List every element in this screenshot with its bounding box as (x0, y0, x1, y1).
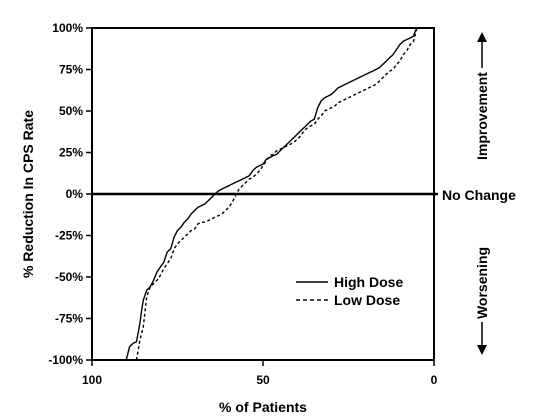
x-tick-label: 100 (82, 373, 102, 387)
improvement-label: Improvement (474, 72, 490, 160)
y-tick-label: -100% (48, 353, 83, 367)
y-tick-label: 50% (59, 104, 83, 118)
series-line-high-dose (125, 27, 418, 361)
y-tick-label: 100% (52, 21, 83, 35)
x-tick-label: 0 (431, 373, 438, 387)
series-line-low-dose (135, 27, 418, 361)
no-change-label: No Change (442, 187, 516, 203)
y-tick-label: -75% (55, 312, 83, 326)
worsening-annotation: Worsening (474, 247, 490, 355)
y-axis-ticks: 100% 75% 50% 25% 0% -25% -50% -75% -100% (48, 21, 92, 367)
improvement-arrowhead-icon (477, 32, 487, 42)
improvement-annotation: Improvement (474, 32, 490, 160)
worsening-label: Worsening (474, 247, 490, 319)
y-tick-label: -50% (55, 270, 83, 284)
x-axis-ticks: 100 50 0 (82, 360, 438, 387)
legend-label-high-dose: High Dose (334, 274, 403, 290)
legend: High Dose Low Dose (296, 274, 403, 308)
x-axis-title: % of Patients (219, 399, 307, 415)
y-axis-title: % Reduction In CPS Rate (20, 110, 36, 278)
x-tick-label: 50 (256, 373, 270, 387)
y-tick-label: 25% (59, 146, 83, 160)
legend-label-low-dose: Low Dose (334, 292, 400, 308)
y-tick-label: -25% (55, 229, 83, 243)
series-layer (125, 27, 418, 361)
worsening-arrowhead-icon (477, 345, 487, 355)
y-tick-label: 0% (66, 187, 84, 201)
y-tick-label: 75% (59, 63, 83, 77)
